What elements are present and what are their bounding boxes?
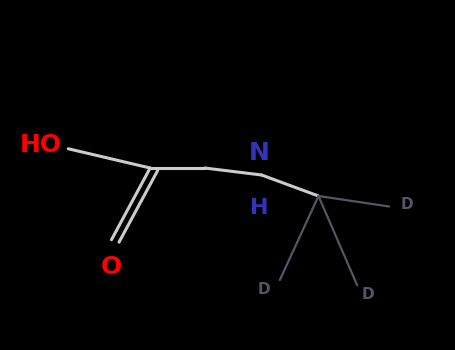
Text: D: D bbox=[362, 287, 374, 302]
Text: O: O bbox=[101, 256, 122, 280]
Text: HO: HO bbox=[19, 133, 61, 157]
Text: H: H bbox=[250, 198, 268, 218]
Text: D: D bbox=[258, 282, 271, 297]
Text: N: N bbox=[249, 140, 270, 164]
Text: D: D bbox=[400, 197, 413, 212]
